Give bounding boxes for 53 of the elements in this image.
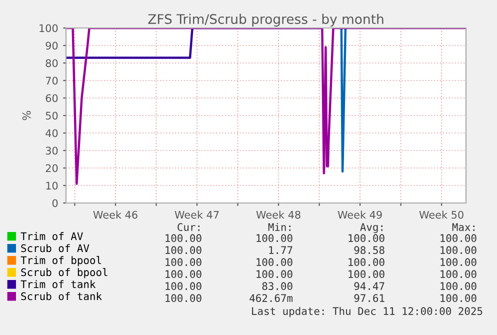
text: 100.00 [440, 246, 476, 254]
x-tick-label: Week 46 [93, 210, 138, 219]
x-tick-label: Week 47 [174, 210, 219, 219]
text: 97.61 [354, 294, 384, 302]
text: Avg: [360, 223, 382, 234]
legend-label: Scrub of bpool [21, 268, 108, 278]
text: 94.47 [354, 282, 384, 290]
text: Last update: Thu Dec 11 12:00:00 2025 [252, 306, 482, 318]
text: 100.00 [440, 270, 476, 278]
y-tick-label: 90 [46, 42, 58, 50]
text: 100.00 [348, 270, 384, 278]
text: 100.00 [348, 258, 384, 266]
x-tick-label: Week 49 [338, 210, 382, 219]
text: 100.00 [348, 234, 384, 242]
legend-label: Scrub of tank [21, 292, 102, 300]
text: 98.58 [354, 246, 384, 254]
text: 83.00 [262, 282, 292, 290]
y-tick-label: 70 [46, 76, 58, 85]
y-tick-label: 40 [46, 129, 58, 138]
text: 100.00 [440, 282, 476, 290]
text: 100.00 [166, 246, 202, 254]
text: 100.00 [440, 258, 476, 266]
y-tick-label: 0 [52, 199, 58, 208]
text: 1.77 [269, 246, 292, 254]
x-tick-label: Week 48 [256, 210, 300, 219]
text: 100.00 [166, 234, 202, 242]
x-tick-label: Week 50 [419, 210, 464, 219]
text: 100.00 [256, 234, 292, 242]
y-tick-label: 20 [46, 164, 58, 172]
chart-title: ZFS Trim/Scrub progress - by month [148, 14, 384, 27]
y-tick-label: 60 [46, 94, 58, 102]
text: Cur: [178, 223, 200, 232]
text: 100.00 [166, 294, 202, 302]
y-tick-label: 50 [46, 112, 58, 120]
legend-label: Scrub of AV [21, 244, 90, 252]
legend-label: Trim of bpool [20, 256, 102, 266]
text: 100.00 [256, 258, 292, 266]
text: 100.00 [166, 270, 202, 278]
y-axis-title: % [22, 110, 31, 120]
legend-label: Trim of tank [20, 280, 96, 288]
y-tick-label: 80 [46, 59, 58, 68]
legend-label: Trim of AV [20, 232, 83, 240]
text: 100.00 [166, 282, 202, 290]
text: 100.00 [440, 294, 476, 302]
text: 100.00 [166, 258, 202, 266]
text: Max: [452, 223, 474, 232]
y-tick-label: 100 [40, 24, 58, 32]
text: Min: [268, 222, 290, 231]
text: 100.00 [256, 270, 292, 278]
text: 462.67m [250, 294, 293, 302]
y-tick-label: 30 [46, 146, 58, 155]
text: 100.00 [440, 234, 476, 242]
y-tick-label: 10 [46, 182, 58, 190]
